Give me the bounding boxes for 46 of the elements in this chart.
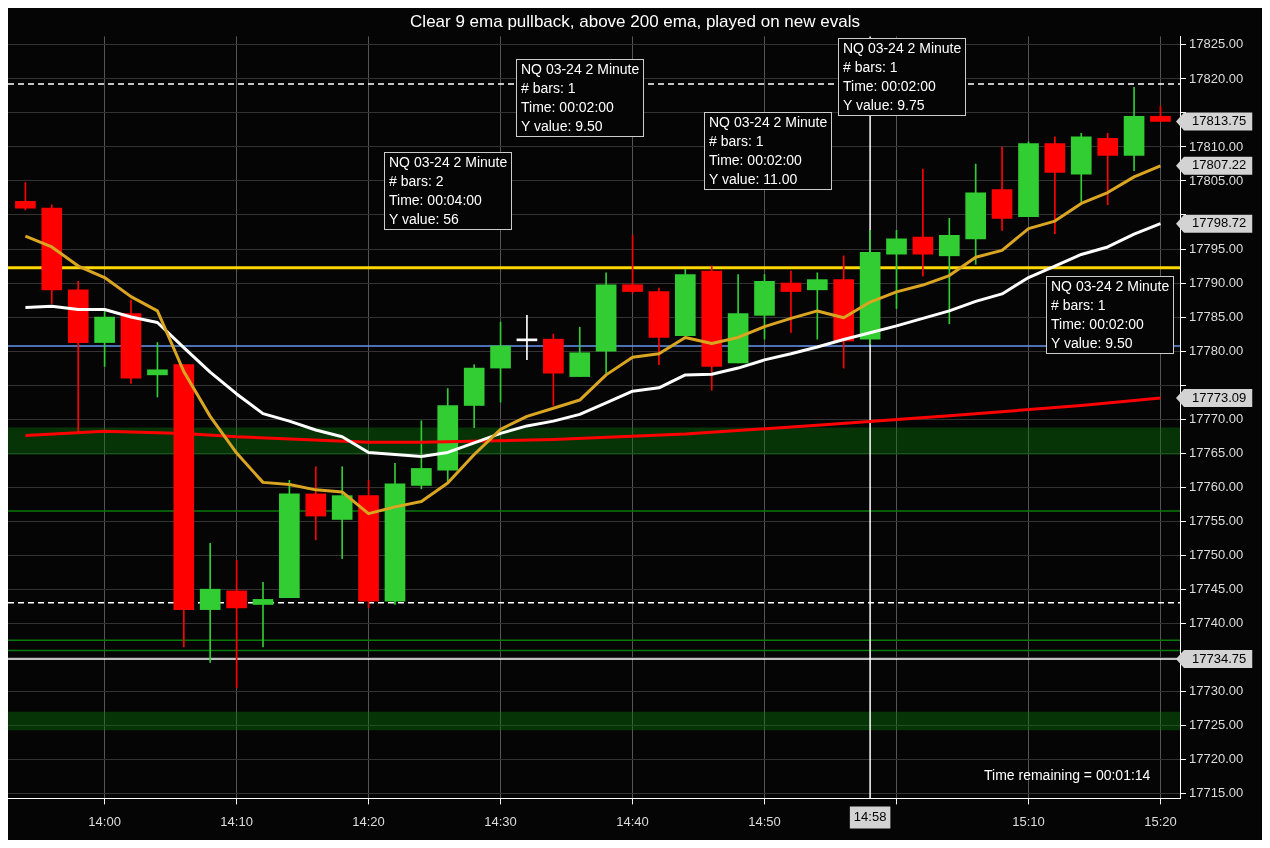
candlestick [199,542,221,663]
text: 17813.75 [1192,113,1247,129]
y-tick-label: 17730.00 [1189,682,1244,698]
y-tick-label: 17720.00 [1189,750,1244,766]
y-tick-label: 17810.00 [1189,138,1244,154]
y-tick-label: 17805.00 [1189,172,1244,188]
text: 17773.09 [1192,389,1247,405]
text: 17798.72 [1192,215,1247,231]
annotation: NQ 03-24 2 Minute # bars: 1 Time: 00:02:00 Y value: 9.50 [516,59,645,137]
text: 14:58 [853,808,887,824]
candlestick [806,272,828,340]
y-tick-label: 17750.00 [1189,546,1244,562]
x-tick-label: 14:20 [352,813,385,829]
y-tick-label: 17765.00 [1189,444,1244,460]
ref-line-label: 17734.75 [1192,650,1247,666]
y-tick-label: 17740.00 [1189,614,1244,630]
annotation: NQ 03-24 2 Minute # bars: 1 Time: 00:02:00 Y value: 9.50 [1046,276,1175,354]
y-tick-label: 17760.00 [1189,478,1244,494]
y-tick-label: 17780.00 [1189,342,1244,358]
y-tick-label: 17825.00 [1189,36,1244,52]
candlestick [938,218,960,325]
x-tick-label: 15:20 [1144,813,1177,829]
annotation: NQ 03-24 2 Minute # bars: 1 Time: 00:02:00 Y value: 9.75 [838,38,967,116]
annotation: Time remaining = 00:01:14 [983,766,1152,785]
x-tick-label: 14:40 [616,813,649,829]
candlestick [780,270,802,333]
y-tick-label: 17785.00 [1189,308,1244,324]
chart-title: Clear 9 ema pullback, above 200 ema, played on new evals [410,11,860,31]
candlestick [252,582,274,648]
y-tick-label: 17745.00 [1189,580,1244,596]
y-tick-label: 17755.00 [1189,512,1244,528]
y-tick-label: 17820.00 [1189,70,1244,86]
x-tick-label: 14:30 [484,813,517,829]
text: 17807.22 [1192,157,1247,173]
x-tick-label: 14:50 [748,813,781,829]
candlestick [912,168,934,277]
annotation: NQ 03-24 2 Minute # bars: 1 Time: 00:02:00 Y value: 11.00 [704,112,833,190]
y-tick-label: 17790.00 [1189,274,1244,290]
y-tick-label: 17795.00 [1189,240,1244,256]
x-tick-label: 15:10 [1012,813,1045,829]
x-tick-label: 14:10 [220,813,253,829]
y-tick-label: 17715.00 [1189,784,1244,800]
y-tick-label: 17770.00 [1189,410,1244,426]
annotation: NQ 03-24 2 Minute # bars: 2 Time: 00:04:00 Y value: 56 [384,152,513,230]
y-tick-label: 17725.00 [1189,716,1244,732]
x-tick-label: 14:00 [88,813,121,829]
